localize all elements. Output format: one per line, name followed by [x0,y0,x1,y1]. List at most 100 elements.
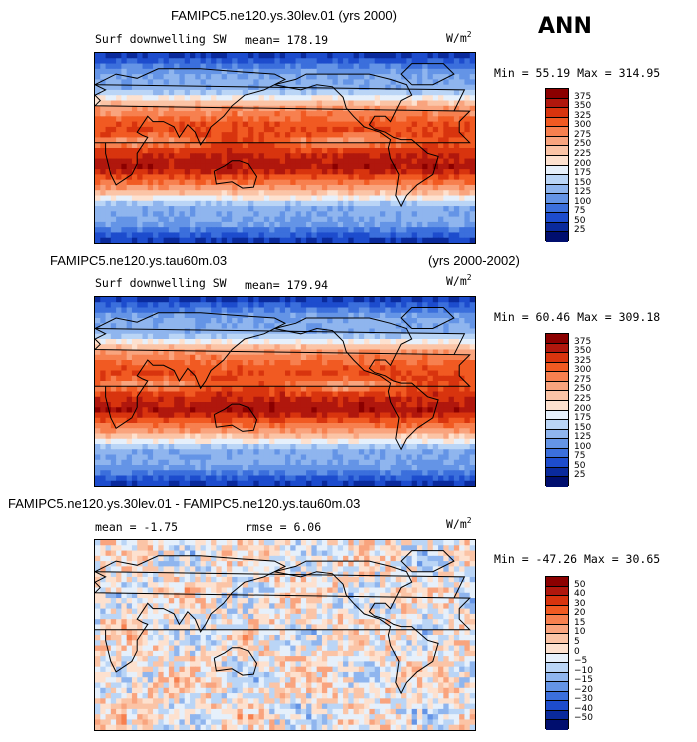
map-cell [263,163,270,170]
map-cell [126,333,133,340]
map-cell [216,163,223,170]
map-cell [211,137,217,144]
map-cell [427,142,434,149]
map-cell [306,200,312,207]
map-cell [121,58,128,65]
map-cell [158,79,165,86]
map-cell [195,169,202,175]
map-cell [131,339,138,345]
map-cell [184,360,191,366]
map-cell [422,302,429,309]
map-cell [242,381,249,387]
map-cell [184,216,191,223]
map-cell [390,328,397,335]
map-cell [100,200,107,207]
map-cell [438,89,444,96]
map-cell [147,339,154,345]
map-cell [205,74,212,80]
map-cell [105,454,112,461]
map-cell [459,459,466,466]
map-cell [226,396,233,403]
map-cell [337,200,344,207]
map-cell [453,216,460,223]
map-cell [190,111,196,117]
map-cell [290,302,297,309]
map-cell [153,158,159,165]
map-cell [385,381,392,387]
map-cell [395,200,402,207]
map-cell [385,333,392,340]
map-cell [100,237,107,243]
map-cell [443,105,450,112]
map-cell [110,407,117,414]
map-cell [427,438,434,445]
map-cell [142,465,149,471]
map-cell [226,63,233,70]
map-cell [385,169,392,175]
map-cell [147,211,154,218]
map-cell [100,95,107,102]
map-cell [263,370,270,377]
map-cell [100,465,107,471]
map-cell [300,323,307,330]
map-cell [285,428,291,435]
map-cell [137,58,144,65]
map-cell [448,417,455,424]
map-cell [300,370,307,377]
map-cell [358,53,365,59]
map-cell [200,63,207,70]
map-cell [174,365,181,372]
map-cell [190,179,196,186]
map-cell [358,407,365,414]
map-cell [184,370,191,377]
map-cell [200,412,207,419]
map-cell [464,68,471,75]
map-cell [306,95,312,102]
map-cell [332,100,339,107]
map-cell [337,179,344,186]
map-cell [353,58,360,65]
map-cell [459,68,466,75]
map-cell [95,449,101,456]
map-cell [226,237,233,243]
map-cell [380,297,386,303]
map-cell [306,375,312,382]
map-cell [126,174,133,181]
map-cell [174,148,181,154]
map-cell [358,84,365,91]
map-cell [343,232,349,239]
map-cell [406,216,413,223]
map-cell [337,349,344,356]
map-cell [321,333,328,340]
map-cell [358,386,365,393]
map-cell [285,116,291,123]
map-cell [174,121,181,128]
map-cell [422,438,429,445]
map-cell [137,63,144,70]
map-cell [168,68,175,75]
map-cell [279,307,286,314]
map-cell [226,153,233,160]
map-cell [221,53,228,59]
map-cell [411,407,418,414]
map-cell [237,360,244,366]
map-cell [147,344,154,351]
map-cell [416,100,423,107]
map-cell [95,105,101,112]
map-cell [158,100,165,107]
map-cell [358,354,365,361]
map-cell [385,402,392,408]
map-cell [348,169,355,175]
map-cell [184,184,191,191]
map-cell [327,79,334,86]
colorbar-tick-label: 75 [574,206,586,217]
map-cell [337,100,344,107]
map-cell [332,417,339,424]
map-cell [321,365,328,372]
map-cell [163,391,170,398]
map-cell [211,206,217,212]
map-cell [174,354,181,361]
map-cell [200,312,207,319]
map-cell [100,297,107,303]
map-cell [110,428,117,435]
